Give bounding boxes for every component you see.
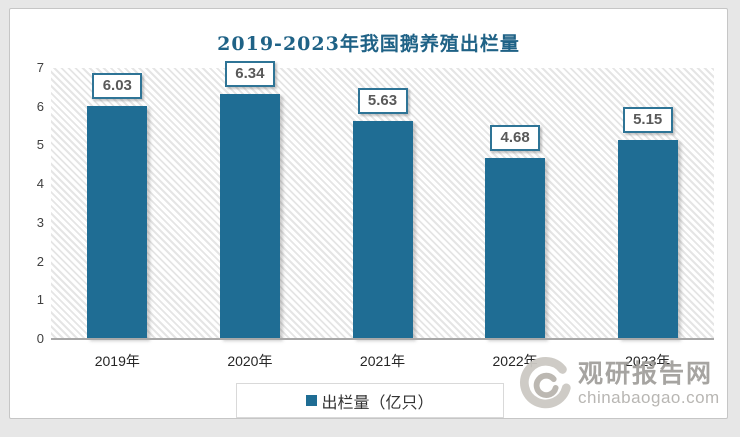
x-axis-label: 2020年 [227, 353, 273, 369]
y-tick-label: 7 [36, 60, 44, 75]
x-axis-label: 2019年 [94, 353, 140, 369]
legend: 出栏量（亿只） [236, 383, 504, 418]
y-tick-label: 1 [36, 292, 44, 308]
y-tick-label: 6 [36, 98, 44, 114]
bar-value-label: 6.34 [224, 60, 275, 87]
y-tick-label: 3 [36, 214, 44, 230]
y-tick-label: 2 [36, 253, 44, 269]
watermark-domain: chinabaogao.com [578, 387, 720, 407]
bar-value-label: 5.63 [357, 88, 408, 115]
watermark-site-name: 观研报告网 [578, 359, 714, 388]
bar-value-label: 5.15 [622, 106, 673, 133]
y-tick-label: 4 [36, 176, 44, 192]
x-axis-line [51, 338, 714, 340]
watermark-swirl-icon [520, 356, 571, 409]
bar [352, 121, 413, 339]
bar-value-label: 6.03 [92, 72, 143, 99]
y-tick-label: 0 [36, 331, 44, 346]
watermark: 观研报告网 chinabaogao.com [514, 351, 724, 417]
y-tick-label: 5 [36, 137, 44, 153]
x-axis-label: 2023年 [625, 353, 671, 369]
bar [219, 93, 280, 339]
chart-panel: 2019-2023年我国鹅养殖出栏量 6.03 6.34 5.63 4.68 5.15 … [9, 8, 728, 419]
chart-title: 2019-2023年我国鹅养殖出栏量 [217, 33, 520, 55]
bar [485, 157, 546, 339]
legend-label: 出栏量（亿只） [321, 394, 434, 412]
bar-value-label: 4.68 [490, 124, 541, 151]
x-axis-label: 2022年 [492, 353, 538, 369]
legend-marker-icon [306, 395, 318, 406]
bar [617, 139, 678, 339]
bar [87, 105, 148, 339]
x-axis-label: 2021年 [359, 353, 406, 369]
plot-area: 6.03 6.34 5.63 4.68 5.15 [51, 60, 714, 339]
